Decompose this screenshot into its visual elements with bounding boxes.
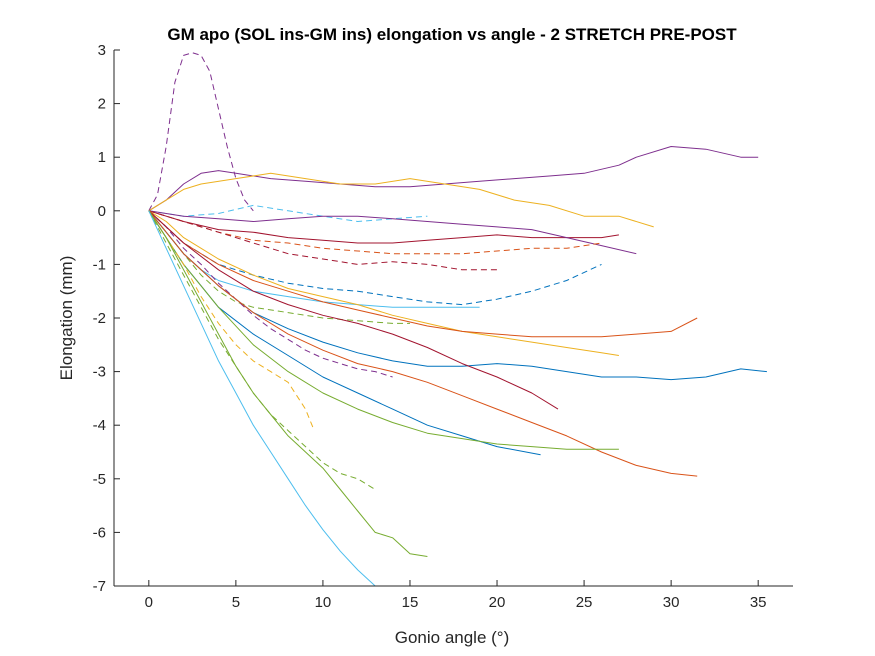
y-tick-label: -3 <box>93 364 106 381</box>
series-line-18 <box>148 210 698 477</box>
series-layer <box>148 52 767 586</box>
y-tick-label: -4 <box>93 417 106 434</box>
series-line-9 <box>148 210 602 306</box>
series-line-22 <box>148 210 428 557</box>
chart-title: GM apo (SOL ins-GM ins) elongation vs an… <box>167 25 737 44</box>
series-line-12 <box>148 210 619 356</box>
series-line-20 <box>148 210 315 431</box>
series-line-19 <box>148 210 619 450</box>
x-tick-label: 15 <box>402 594 419 611</box>
series-line-8 <box>148 210 497 271</box>
y-tick-label: 1 <box>98 149 106 166</box>
y-tick-label: 2 <box>98 96 106 113</box>
series-line-5 <box>148 210 619 244</box>
x-tick-label: 20 <box>489 594 506 611</box>
x-axis-label: Gonio angle (°) <box>395 628 510 647</box>
x-tick-label: 35 <box>750 594 767 611</box>
y-axis-label: Elongation (mm) <box>57 256 76 381</box>
y-tick-label: 0 <box>98 203 106 220</box>
series-line-7 <box>148 210 602 255</box>
plot-area <box>114 50 793 586</box>
series-line-4 <box>148 204 428 222</box>
y-tick-label: -1 <box>93 256 106 273</box>
series-line-23 <box>148 210 376 586</box>
x-tick-label: 5 <box>232 594 240 611</box>
x-tick-label: 25 <box>576 594 593 611</box>
x-tick-label: 10 <box>315 594 332 611</box>
y-tick-label: -5 <box>93 471 106 488</box>
y-tick-label: -6 <box>93 524 106 541</box>
series-line-3 <box>148 172 654 228</box>
series-line-1 <box>148 146 759 212</box>
y-tick-label: 3 <box>98 42 106 59</box>
y-tick-label: -7 <box>93 578 106 595</box>
x-tick-label: 0 <box>145 594 153 611</box>
series-line-15 <box>148 210 393 378</box>
y-tick-label: -2 <box>93 310 106 327</box>
series-line-6 <box>148 210 637 255</box>
series-line-13 <box>148 210 698 338</box>
series-line-16 <box>148 210 559 410</box>
x-tick-label: 30 <box>663 594 680 611</box>
